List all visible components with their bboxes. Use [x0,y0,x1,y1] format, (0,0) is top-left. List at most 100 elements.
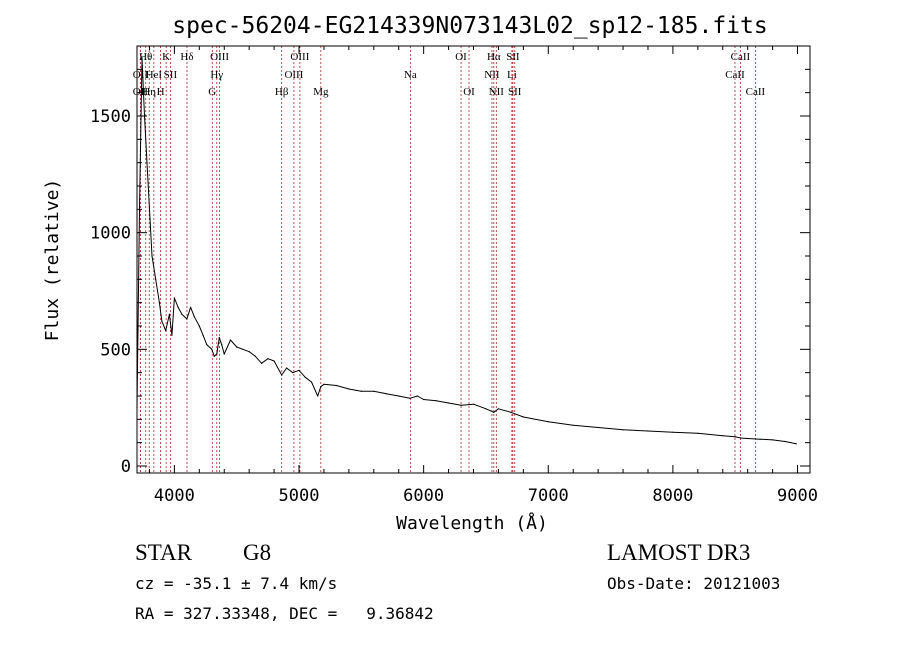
y-tick-label: 1500 [90,107,131,127]
spectrum-point [416,395,419,397]
spectrum-point [221,344,223,346]
spectrum-point [193,316,195,318]
spectrum-point [795,443,797,445]
plot-frame [136,45,811,474]
x-tick-label: 9000 [777,486,818,506]
spectrum-point [317,395,319,397]
spectrum-point [423,398,425,401]
spectral-line-labels: OIIOIIHθHηHeIHKSIIHδGHγOIIIHβOIIIOIIIMgN… [133,51,766,98]
series-layer [136,57,797,445]
x-tick-label: 7000 [528,486,569,506]
spectral-line-label: SII [164,69,178,81]
spectrum-point [177,306,179,308]
spectral-line-label: Hθ [139,51,152,63]
x-axis: 4000 5000 6000 7000 8000 9000 [148,46,818,506]
spectrum-point [360,390,362,392]
spectral-line-label: Hα [487,51,501,63]
spectrum-point [722,435,724,437]
redshift-cz: cz = -35.1 ± 7.4 km/s [135,574,337,593]
spectral-line-label: Li [507,69,517,81]
spectrum-point [435,400,437,402]
spectral-line-label: SII [508,86,522,98]
spectral-line-label: H [157,86,165,98]
spectrum-point [647,430,649,432]
spectrum-point [510,411,512,413]
spectrum-point [173,297,175,299]
spectrum-point [320,386,322,388]
spectrum-point [697,432,699,434]
ra-dec: RA = 327.33348, DEC = 9.36842 [135,604,434,623]
spectral-line-label: NII [484,69,500,81]
spectrum-point [213,355,215,357]
y-axis: 0 500 1000 1500 [90,68,810,477]
spectrum-point [304,376,306,378]
x-axis-label: Wavelength (Å) [396,512,548,534]
spectral-line-label: OI [455,51,467,63]
spectral-line-label: Hγ [210,69,223,81]
spectral-line-label: Hη [142,86,156,98]
spectrum-point [597,426,599,429]
survey-name: LAMOST DR3 [607,540,750,565]
spectrum-point [198,325,200,327]
spectrum-point [547,421,549,423]
spectrum-point [218,337,220,339]
spectrum-point [739,437,742,439]
spectrum-point [206,344,208,346]
y-tick-label: 1000 [90,224,131,244]
spectrum-point [335,384,338,387]
spectrum-point [267,358,269,360]
spectrum-point [223,353,225,355]
spectrum-point [759,438,761,440]
spectrum-point [298,369,300,371]
spectral-line-label: HeI [146,69,163,81]
spectrum-point [485,408,487,410]
spectrum-point [572,424,574,426]
spectrum-point [472,403,475,405]
spectrum-series-line [136,57,797,445]
spectrum-point [261,362,263,364]
y-axis-label: Flux (relative) [42,179,63,342]
spectrum-point [146,162,148,164]
spectrum-point [151,255,153,257]
spectrum-point [148,208,151,210]
spectrum-point [772,439,774,441]
spectrum-point [522,416,524,418]
spectral-line-label: OIII [210,51,229,63]
spectrum-point [493,411,495,413]
spectral-line-label: CaII [725,69,745,81]
spectrum-point [155,278,157,280]
spectrum-point [292,372,294,374]
spectrum-point [141,57,143,59]
spectrum-point [385,393,387,395]
spectrum-point [622,429,624,431]
spectral-line-label: SII [506,51,520,63]
spectral-line-label: OI [463,86,475,98]
spectrum-point [734,436,736,438]
spectrum-point [236,346,238,348]
spectrum-point [323,383,325,385]
spectrum-point [216,353,218,355]
spectral-line-label: G [208,86,216,98]
spectrum-point [273,360,275,362]
spectral-line-label: CaII [731,51,751,63]
spectrum-point [202,334,204,336]
obs-date: Obs-Date: 20121003 [607,574,780,593]
spectrum-point [189,306,192,308]
spectrum-point [254,355,256,357]
y-tick-label: 500 [100,340,131,360]
spectrum-point [168,313,171,315]
spectrum-point [747,437,749,440]
spectrum-point [161,320,163,322]
spectrum-point [348,388,350,390]
spectral-line-label: NII [489,86,505,98]
spectrum-point [211,348,213,350]
star-class: STAR [135,540,193,565]
star-subclass: G8 [243,540,271,565]
spectrum-point [281,374,283,376]
x-tick-label: 4000 [154,486,195,506]
spectrum-point [285,367,288,369]
spectral-line-label: Na [404,69,417,81]
spectrum-point [398,395,400,397]
spectrum-point [373,390,375,392]
